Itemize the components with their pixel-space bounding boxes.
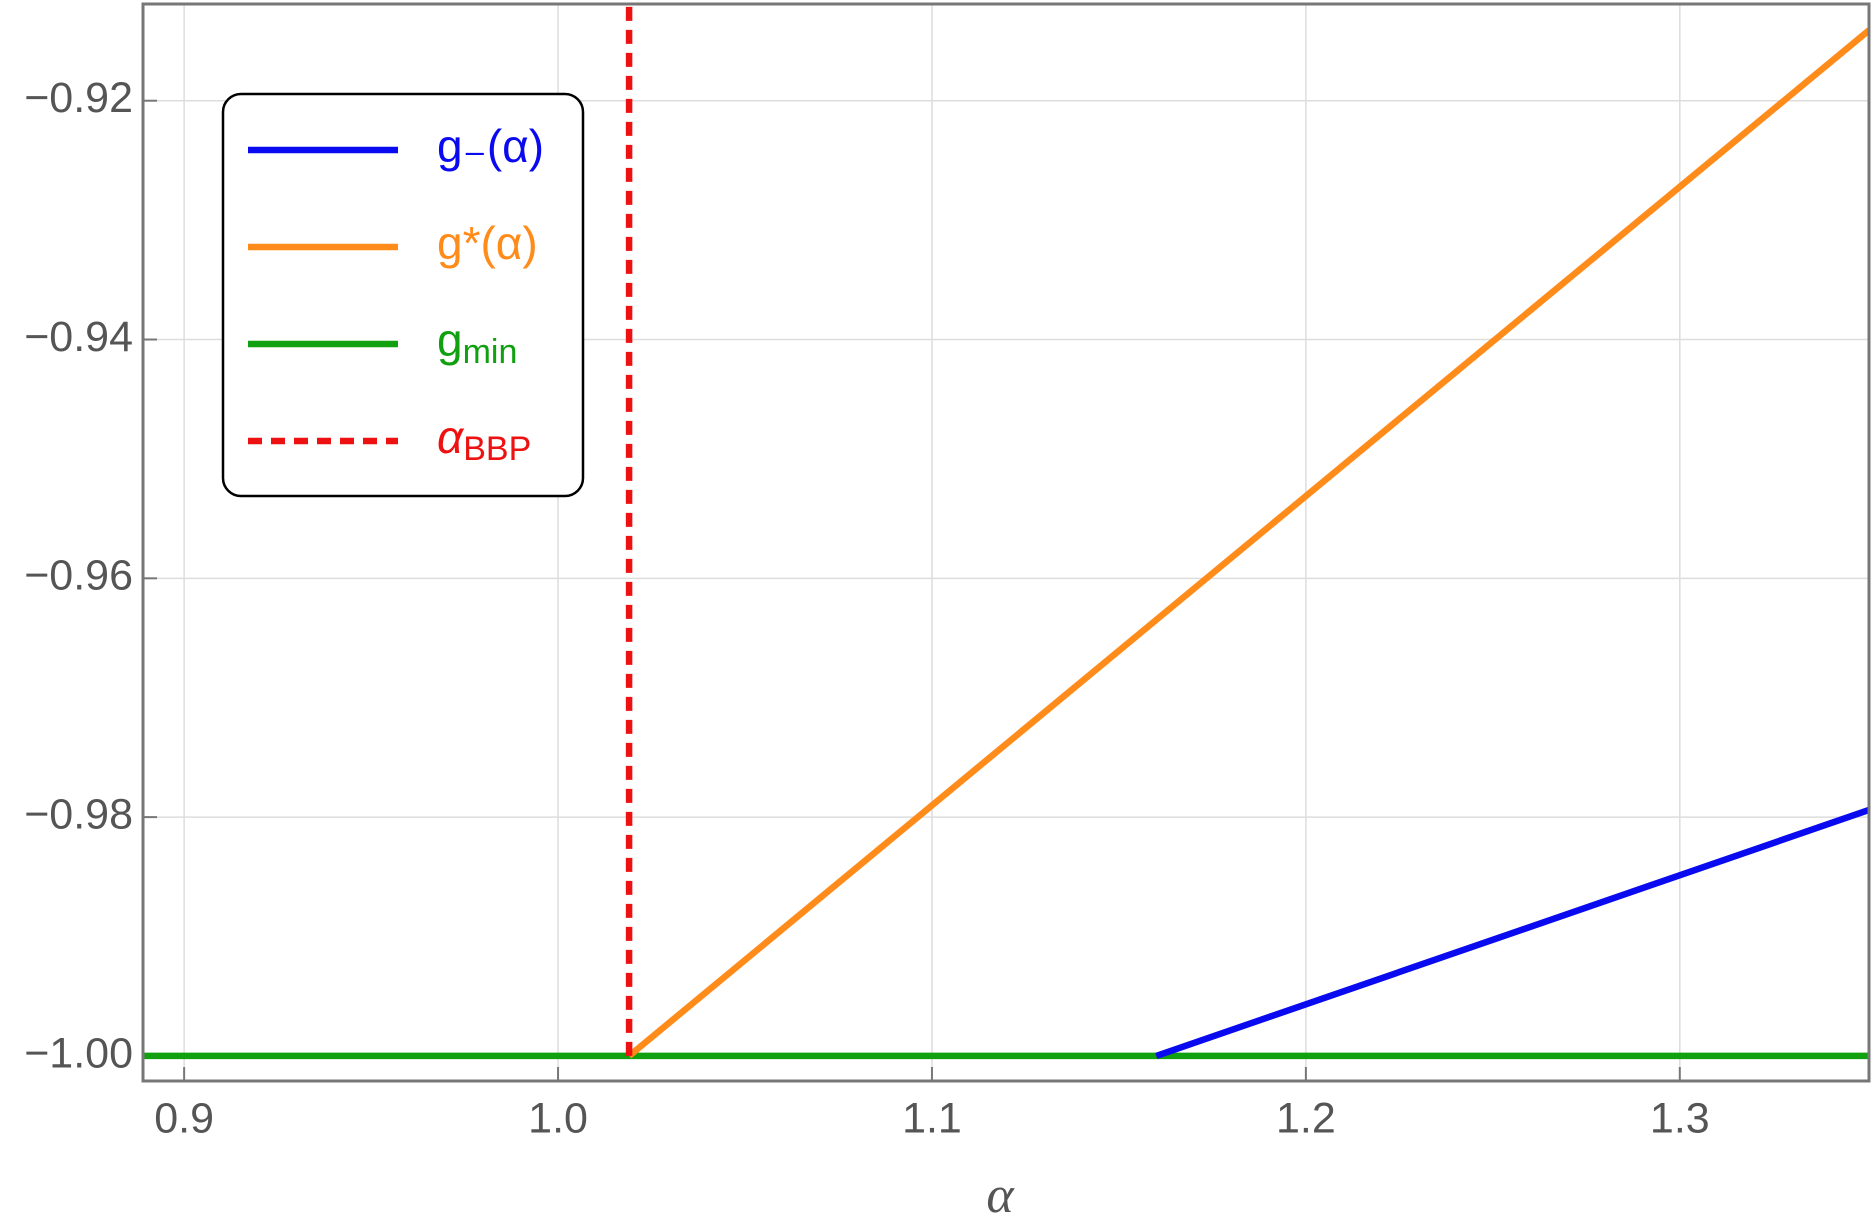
y-tick-label: −0.94 — [24, 313, 133, 361]
y-tick-label: −0.96 — [24, 552, 133, 600]
line — [627, 27, 1869, 1059]
legend-label: gmin — [437, 314, 517, 371]
line — [1155, 806, 1869, 1060]
plot-area — [143, 4, 1869, 1060]
legend-label: αBBP — [437, 411, 531, 468]
x-tick-label: 1.0 — [528, 1094, 588, 1142]
y-tick-label: −1.00 — [24, 1029, 133, 1077]
x-tick-label: 1.2 — [1276, 1094, 1336, 1142]
legend-label: g*(α) — [437, 217, 538, 269]
y-tick-label: −0.92 — [24, 74, 133, 122]
y-tick-label: −0.98 — [24, 790, 133, 838]
legend-label: g₋(α) — [437, 120, 544, 172]
legend-box — [221, 92, 585, 498]
plot-frame — [141, 2, 1871, 1083]
x-tick-label: 1.1 — [902, 1094, 962, 1142]
x-tick-label: 1.3 — [1650, 1094, 1710, 1142]
x-axis-label: α — [986, 1167, 1015, 1224]
x-tick-label: 0.9 — [154, 1094, 214, 1142]
